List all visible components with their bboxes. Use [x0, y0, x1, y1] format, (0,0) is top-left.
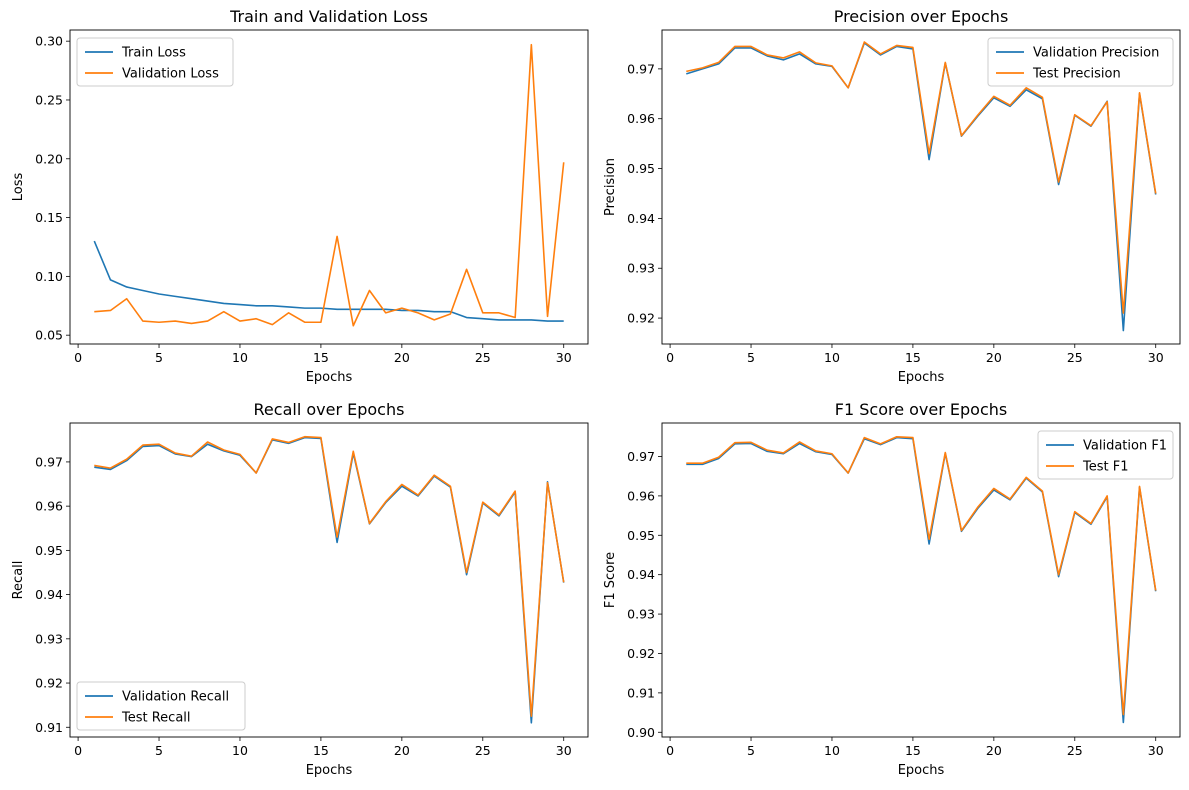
series-line-2: [94, 43, 565, 327]
legend-label: Validation Loss: [122, 67, 219, 82]
legend-label: Test F1: [1082, 460, 1128, 475]
y-tick-label: 0.92: [35, 676, 63, 691]
x-tick-label: 0: [74, 743, 82, 758]
series-line-1: [686, 436, 1157, 724]
x-tick-label: 0: [74, 350, 82, 365]
y-tick-label: 0.10: [35, 269, 63, 284]
axes-frame: [69, 29, 589, 345]
x-tick-label: 15: [905, 743, 921, 758]
x-tick-label: 25: [475, 743, 491, 758]
x-tick-label: 10: [824, 350, 840, 365]
x-tick-label: 25: [1067, 743, 1083, 758]
y-tick-label: 0.91: [627, 685, 655, 700]
series-line-1: [93, 240, 564, 322]
y-tick-label: 0.91: [35, 720, 63, 735]
x-axis-label: Epochs: [898, 763, 945, 778]
x-tick-label: 30: [556, 743, 572, 758]
y-tick-label: 0.92: [627, 311, 655, 326]
x-tick-label: 30: [556, 350, 572, 365]
chart-title: F1 Score over Epochs: [835, 400, 1007, 419]
y-tick-label: 0.95: [627, 161, 655, 176]
legend-box: [76, 37, 234, 87]
legend-box: [76, 681, 246, 731]
x-axis-label: Epochs: [898, 370, 945, 385]
y-tick-label: 0.93: [35, 631, 63, 646]
legend-box: [987, 37, 1174, 87]
y-tick-label: 0.95: [627, 528, 655, 543]
series-line-2: [94, 435, 565, 718]
y-tick-label: 0.93: [627, 607, 655, 622]
x-tick-label: 30: [1148, 350, 1164, 365]
x-tick-label: 20: [986, 743, 1002, 758]
y-tick-label: 0.05: [35, 328, 63, 343]
x-tick-label: 20: [394, 350, 410, 365]
legend-label: Validation Precision: [1033, 46, 1159, 61]
legend-label: Test Recall: [121, 711, 191, 726]
x-tick-label: 5: [747, 350, 755, 365]
y-tick-label: 0.96: [627, 488, 655, 503]
series-line-1: [94, 436, 565, 724]
y-tick-label: 0.92: [627, 646, 655, 661]
x-axis-label: Epochs: [306, 370, 353, 385]
x-tick-label: 0: [666, 743, 674, 758]
legend: Validation F1 Test F1: [1037, 430, 1174, 480]
legend-label: Train Loss: [121, 46, 186, 61]
y-tick-label: 0.15: [35, 210, 63, 225]
y-tick-label: 0.96: [627, 111, 655, 126]
x-axis-label: Epochs: [306, 763, 353, 778]
legend: Train Loss Validation Loss: [76, 37, 234, 87]
axes-frame: [69, 422, 589, 738]
y-tick-label: 0.90: [627, 725, 655, 740]
chart-panel-2: Precision over Epochs 0 5 10 15 20 25 30 0.92 0.9…: [603, 7, 1181, 385]
y-tick-label: 0.97: [627, 449, 655, 464]
x-tick-label: 20: [394, 743, 410, 758]
chart-panel-3: Recall over Epochs 0 5 10 15 20 25 30 0.91 0.92 0.…: [11, 400, 589, 778]
axes-frame: [661, 422, 1181, 738]
legend-label: Validation F1: [1083, 439, 1167, 454]
y-tick-label: 0.94: [627, 211, 655, 226]
y-tick-label: 0.93: [627, 261, 655, 276]
chart-panel-4: F1 Score over Epochs 0 5 10 15 20 25 30 0.90 0.91…: [603, 400, 1181, 778]
legend-label: Test Precision: [1032, 67, 1121, 82]
series-line-2: [686, 41, 1157, 314]
y-tick-label: 0.96: [35, 499, 63, 514]
legend: Validation Precision Test Precision: [987, 37, 1174, 87]
x-tick-label: 15: [313, 743, 329, 758]
x-tick-label: 10: [232, 743, 248, 758]
x-tick-label: 5: [747, 743, 755, 758]
x-tick-label: 5: [155, 350, 163, 365]
x-tick-label: 10: [824, 743, 840, 758]
legend-label: Validation Recall: [122, 690, 229, 705]
x-tick-label: 30: [1148, 743, 1164, 758]
y-axis-label: Loss: [11, 173, 26, 202]
legend-box: [1037, 430, 1174, 480]
chart-title: Precision over Epochs: [834, 7, 1009, 26]
x-tick-label: 0: [666, 350, 674, 365]
series-line-2: [686, 435, 1157, 716]
y-axis-label: F1 Score: [603, 552, 618, 608]
y-tick-label: 0.94: [627, 567, 655, 582]
y-tick-label: 0.20: [35, 151, 63, 166]
x-tick-label: 5: [155, 743, 163, 758]
y-axis-label: Precision: [603, 158, 618, 216]
x-tick-label: 25: [475, 350, 491, 365]
axes-frame: [661, 29, 1181, 345]
legend: Validation Recall Test Recall: [76, 681, 246, 731]
y-axis-label: Recall: [11, 561, 26, 600]
y-tick-label: 0.97: [35, 454, 63, 469]
chart-title: Train and Validation Loss: [229, 7, 428, 26]
x-tick-label: 25: [1067, 350, 1083, 365]
y-tick-label: 0.25: [35, 92, 63, 107]
y-tick-label: 0.94: [35, 587, 63, 602]
x-tick-label: 10: [232, 350, 248, 365]
x-tick-label: 20: [986, 350, 1002, 365]
chart-panel-1: Train and Validation Loss 0 5 10 15 20 25 30 0.0…: [11, 7, 589, 385]
x-tick-label: 15: [313, 350, 329, 365]
x-tick-label: 15: [905, 350, 921, 365]
y-tick-label: 0.95: [35, 543, 63, 558]
y-tick-label: 0.30: [35, 34, 63, 49]
y-tick-label: 0.97: [627, 61, 655, 76]
chart-title: Recall over Epochs: [254, 400, 405, 419]
